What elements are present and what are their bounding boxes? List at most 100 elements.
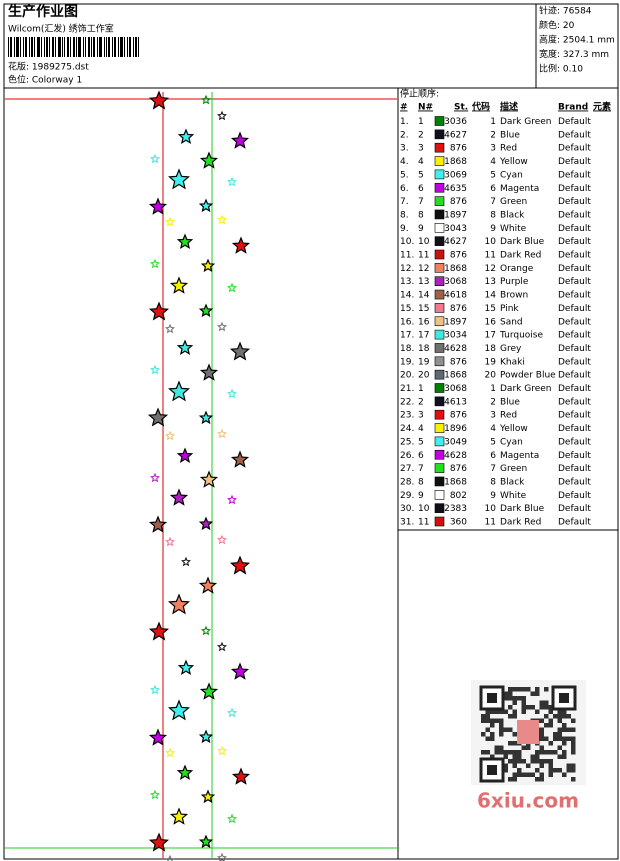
- stitch-count: 4628: [444, 451, 467, 461]
- barcode-bar: [127, 37, 128, 57]
- qr-cell: [539, 750, 544, 755]
- star: [201, 94, 211, 105]
- color-desc: Purple: [500, 277, 529, 287]
- qr-cell: [481, 750, 486, 755]
- qr-cell: [562, 750, 567, 755]
- qr-cell: [485, 709, 490, 714]
- star: [169, 488, 189, 506]
- color-swatch: [434, 316, 445, 327]
- qr-cell: [526, 705, 531, 710]
- color-desc: Green: [500, 464, 527, 474]
- qr-cell: [526, 763, 531, 768]
- qr-cell: [490, 718, 495, 723]
- color-desc: White: [500, 491, 527, 501]
- qr-cell: [535, 691, 540, 696]
- qr-cell: [535, 709, 540, 714]
- qr-cell: [512, 750, 517, 755]
- barcode-bar: [62, 37, 63, 57]
- color-code: 2: [490, 130, 496, 140]
- star: [230, 131, 250, 149]
- star: [148, 197, 168, 215]
- info-field: 针迹: 76584: [539, 5, 592, 17]
- color-desc: Black: [500, 477, 525, 487]
- needle-number: 12: [418, 264, 429, 274]
- barcode-bar: [112, 37, 113, 57]
- color-code: 1: [490, 117, 496, 127]
- qr-cell: [557, 768, 562, 773]
- qr-cell: [571, 768, 576, 773]
- qr-cell: [544, 723, 549, 728]
- star: [168, 593, 190, 615]
- qr-cell: [485, 750, 490, 755]
- qr-cell: [521, 745, 526, 750]
- needle-number: 4: [418, 424, 424, 434]
- needle-number: 13: [418, 277, 429, 287]
- color-desc: Cyan: [500, 170, 523, 180]
- stitch-count: 4613: [444, 397, 467, 407]
- row-number: 25.: [400, 437, 414, 447]
- qr-cell: [512, 687, 517, 692]
- qr-cell: [539, 745, 544, 750]
- brand: Default: [558, 210, 591, 220]
- qr-cell: [544, 705, 549, 710]
- qr-cell: [544, 714, 549, 719]
- qr-cell: [548, 763, 553, 768]
- info-field: 高度: 2504.1 mm: [539, 34, 615, 46]
- qr-cell: [548, 741, 553, 746]
- color-desc: Dark Green: [500, 117, 551, 127]
- row-number: 5.: [400, 170, 409, 180]
- row-number: 31.: [400, 518, 414, 528]
- star: [148, 515, 168, 533]
- qr-cell: [557, 732, 562, 737]
- qr-cell: [566, 736, 571, 741]
- row-number: 30.: [400, 504, 414, 514]
- color-swatch: [434, 209, 445, 220]
- qr-cell: [544, 750, 549, 755]
- color-code: 11: [485, 518, 496, 528]
- qr-cell: [485, 718, 490, 723]
- stitch-count: 876: [450, 144, 467, 154]
- qr-finder: [559, 693, 569, 703]
- color-swatch: [434, 396, 445, 407]
- qr-cell: [494, 745, 499, 750]
- star: [201, 625, 211, 636]
- barcode-bar: [8, 37, 9, 57]
- qr-cell: [557, 754, 562, 759]
- qr-cell: [521, 700, 526, 705]
- star: [217, 534, 227, 545]
- color-swatch: [434, 329, 445, 340]
- barcode-bar: [58, 37, 61, 57]
- star: [198, 410, 214, 425]
- brand: Default: [558, 317, 591, 327]
- qr-cell: [548, 718, 553, 723]
- qr-cell: [562, 754, 567, 759]
- barcode-bar: [46, 37, 48, 57]
- color-desc: Turquoise: [499, 331, 543, 341]
- needle-number: 3: [418, 411, 424, 421]
- color-code: 6: [490, 184, 496, 194]
- row-number: 9.: [400, 224, 409, 234]
- star: [177, 128, 195, 144]
- color-desc: Khaki: [500, 357, 525, 367]
- stitch-count: 1897: [444, 210, 467, 220]
- star: [169, 807, 189, 825]
- qr-cell: [553, 750, 558, 755]
- barcode-bar: [118, 37, 119, 57]
- qr-cell: [566, 727, 571, 732]
- color-code: 4: [490, 157, 496, 167]
- barcode-bar: [44, 37, 45, 57]
- star: [229, 555, 251, 575]
- stitch-count: 876: [450, 197, 467, 207]
- star: [231, 767, 251, 785]
- column-header: Brand: [558, 103, 588, 113]
- color-desc: White: [500, 224, 527, 234]
- qr-cell: [553, 736, 558, 741]
- needle-number: 11: [418, 518, 429, 528]
- barcode-bar: [88, 37, 90, 57]
- qr-cell: [499, 745, 504, 750]
- qr-cell: [499, 709, 504, 714]
- qr-cell: [535, 759, 540, 764]
- qr-cell: [494, 709, 499, 714]
- qr-cell: [517, 754, 522, 759]
- brand: Default: [558, 451, 591, 461]
